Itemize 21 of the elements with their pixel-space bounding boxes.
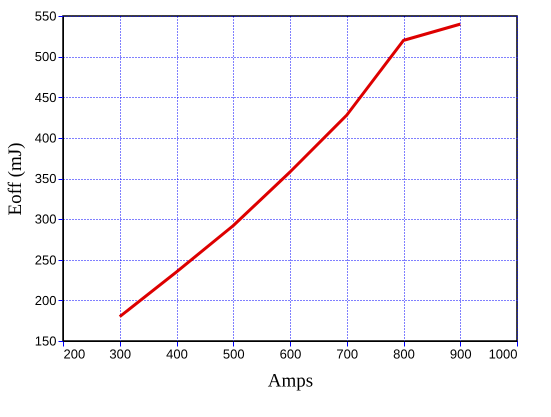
x-tick-label: 800	[393, 346, 415, 362]
y-tick-label: 250	[34, 252, 56, 268]
x-tick-label: 600	[280, 346, 302, 362]
y-tick-label: 150	[34, 334, 56, 348]
line-series	[118, 22, 462, 318]
x-tick-label: 300	[109, 346, 132, 362]
y-tick-label: 200	[34, 292, 56, 308]
y-tick-label: 550	[34, 8, 56, 24]
x-tick-label: 900	[450, 346, 472, 362]
y-tick-label: 500	[34, 49, 56, 64]
x-tick-label: 400	[166, 346, 188, 362]
x-tick-label: 700	[336, 346, 358, 362]
y-tick-label: 400	[34, 130, 56, 146]
x-tick-label: 200	[64, 346, 86, 362]
y-tick-label: 450	[34, 90, 56, 105]
y-axis-title: Eoff (mJ)	[4, 142, 26, 216]
x-axis-title: Amps	[268, 370, 314, 392]
y-tick-label: 350	[34, 171, 56, 186]
y-tick-label: 300	[34, 212, 56, 227]
x-tick-label: 1000	[488, 346, 518, 362]
x-tick-label: 500	[222, 346, 245, 362]
